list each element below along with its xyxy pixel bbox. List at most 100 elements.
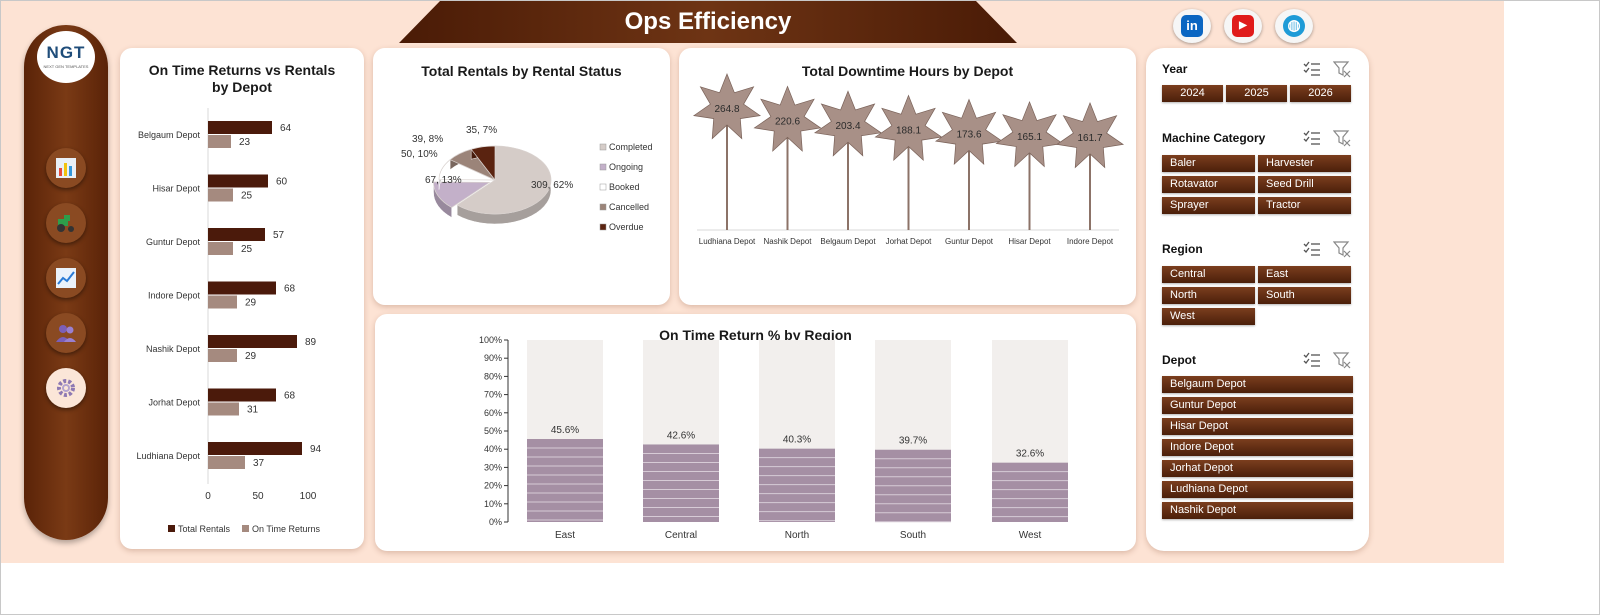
website-button[interactable]: ◍ [1275,9,1313,43]
machine-category-option[interactable]: Seed Drill [1258,176,1351,193]
nav-dashboard-button[interactable] [46,148,86,188]
data-label: 31 [247,405,259,416]
y-tick-label: 50% [484,426,502,436]
downtime-star [995,100,1064,168]
rentals-by-status-card: Total Rentals by Rental Status 309, 62% 6… [373,48,670,305]
machine-category-option[interactable]: Harvester [1258,155,1351,172]
legend-swatch [599,183,607,191]
users-icon [56,325,76,342]
depot-option[interactable]: Nashik Depot [1162,502,1353,519]
region-option[interactable]: South [1258,287,1351,304]
ontime-return-column [527,439,603,522]
returns-vs-rentals-chart: Belgaum Depot 64 23 Hisar Depot 60 25 Guntur D… [136,108,322,534]
y-tick-label: 90% [484,353,502,363]
logo[interactable]: NGT NEXT GEN TEMPLATES [37,31,95,83]
machine-category-slicer-title: Machine Category [1162,131,1266,145]
data-label: 39.7% [899,436,927,447]
year-option-2025[interactable]: 2025 [1226,85,1287,102]
nav-settings-button[interactable] [46,368,86,408]
downtime-star [692,73,762,140]
clear-filter-icon[interactable] [1333,129,1351,147]
region-option[interactable]: North [1162,287,1255,304]
total-rentals-bar [208,335,297,348]
region-slicer-controls [1303,240,1353,258]
depot-option[interactable]: Jorhat Depot [1162,460,1353,477]
data-label: 264.8 [714,104,739,115]
multi-select-icon[interactable] [1303,240,1321,258]
machine-category-option[interactable]: Baler [1162,155,1255,172]
pie-data-label: 35, 7% [466,125,497,136]
ontime-return-column [992,462,1068,522]
category-label: Nashik Depot [763,237,812,246]
year-option-2024[interactable]: 2024 [1162,85,1223,102]
machine-category-option[interactable]: Rotavator [1162,176,1255,193]
y-tick-label: 20% [484,481,502,491]
logo-subtext: NEXT GEN TEMPLATES [43,64,89,69]
y-tick-label: 40% [484,444,502,454]
y-tick-label: 0% [489,517,502,527]
data-label: 32.6% [1016,449,1044,460]
legend-swatch [599,163,607,171]
category-label: Indore Depot [1067,237,1114,246]
nav-machines-button[interactable] [46,203,86,243]
legend-label: Cancelled [609,202,649,212]
data-label: 165.1 [1017,132,1042,143]
clear-filter-icon[interactable] [1333,240,1351,258]
y-tick-label: 30% [484,462,502,472]
nav-trends-button[interactable] [46,258,86,298]
legend-label: On Time Returns [252,524,321,534]
data-label: 45.6% [551,425,579,436]
legend-label: Ongoing [609,162,643,172]
y-tick-label: 10% [484,499,502,509]
category-label: Guntur Depot [146,237,201,247]
ontime-return-by-region-title: On Time Return % by Region [659,327,852,343]
downtime-by-depot-card: Total Downtime Hours by Depot 264.8 Ludhi… [679,48,1136,305]
year-option-2026[interactable]: 2026 [1290,85,1351,102]
depot-option[interactable]: Hisar Depot [1162,418,1353,435]
downtime-star [874,94,943,161]
category-label: Indore Depot [148,291,201,301]
region-option[interactable]: Central [1162,266,1255,283]
linkedin-button[interactable]: in [1173,9,1211,43]
clear-filter-icon[interactable] [1333,60,1351,78]
data-label: 68 [284,284,296,295]
x-tick-label: 0 [205,491,211,502]
data-label: 37 [253,458,265,469]
category-label: Ludhiana Depot [136,451,200,461]
downtime-star [813,90,883,157]
multi-select-icon[interactable] [1303,351,1321,369]
tractor-icon [57,215,74,232]
depot-option[interactable]: Ludhiana Depot [1162,481,1353,498]
data-label: 25 [241,191,253,202]
data-label: 89 [305,337,317,348]
clear-filter-icon[interactable] [1333,351,1351,369]
multi-select-icon[interactable] [1303,60,1321,78]
rentals-by-status-chart: 309, 62% 67, 13% 50, 10% 39, 8% 35, 7% Comple… [401,125,653,232]
depot-option[interactable]: Belgaum Depot [1162,376,1353,393]
legend-label: Overdue [609,222,644,232]
legend-swatch [599,223,607,231]
category-label: South [900,530,926,541]
downtime-star [1055,101,1125,169]
category-label: Belgaum Depot [138,130,201,140]
bar-chart-icon [56,158,76,178]
on-time-returns-bar [208,402,239,416]
machine-category-option[interactable]: Tractor [1258,197,1351,214]
data-label: 220.6 [775,116,800,127]
rentals-by-status-title: Total Rentals by Rental Status [421,63,622,79]
nav-customers-button[interactable] [46,313,86,353]
downtime-star [934,98,1004,166]
region-option[interactable]: West [1162,308,1255,325]
youtube-button[interactable]: ▶ [1224,9,1262,43]
pie-slice [433,181,491,208]
depot-option[interactable]: Guntur Depot [1162,397,1353,414]
gear-icon [57,379,75,397]
depot-option[interactable]: Indore Depot [1162,439,1353,456]
data-label: 64 [280,123,292,134]
multi-select-icon[interactable] [1303,129,1321,147]
region-option[interactable]: East [1258,266,1351,283]
year-slicer-title: Year [1162,62,1188,76]
pie-data-label: 67, 13% [425,175,462,186]
machine-category-option[interactable]: Sprayer [1162,197,1255,214]
category-label: Jorhat Depot [148,398,200,408]
